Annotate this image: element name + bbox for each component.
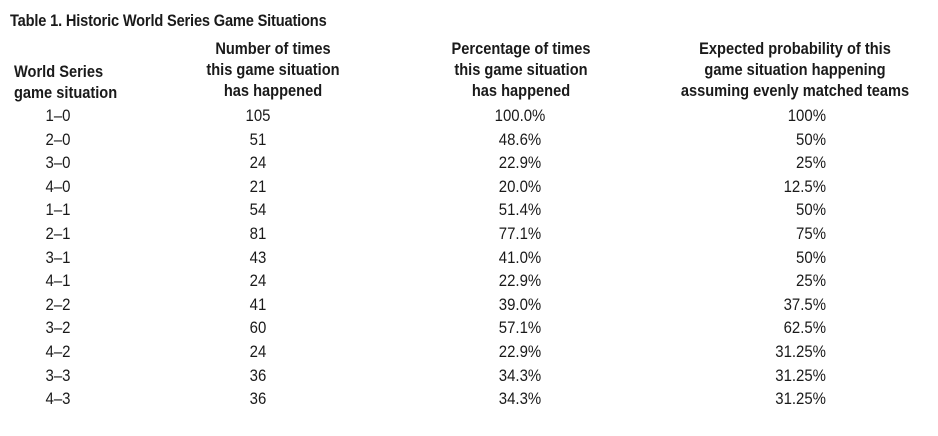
- expected-probability-cell: 25%: [796, 153, 826, 173]
- expected-probability-cell: 100%: [787, 106, 826, 125]
- game-situation-cell: 2–1: [45, 223, 71, 243]
- column-header-line: game situation happening: [704, 60, 886, 79]
- percentage-cell: 39.0%: [498, 294, 542, 314]
- column-header-game-situation: World Series game situation: [14, 61, 117, 103]
- column-header-line: has happened: [223, 81, 323, 100]
- table-row: 2–2 41 39.0% 37.5%: [0, 293, 938, 317]
- table-row: 1–1 54 51.4% 50%: [0, 198, 938, 222]
- times-happened-cell: 60: [249, 318, 267, 338]
- expected-probability-cell: 62.5%: [783, 318, 826, 338]
- percentage-cell: 22.9%: [498, 341, 542, 361]
- column-header-expected-probability: Expected probability of this game situat…: [679, 38, 911, 101]
- column-header-percentage: Percentage of times this game situation …: [424, 38, 618, 101]
- game-situation-cell: 3–1: [45, 247, 71, 267]
- expected-probability-cell: 31.25%: [775, 389, 826, 409]
- column-header-number-of-times: Number of times this game situation has …: [176, 38, 370, 101]
- game-situation-cell: 1–1: [45, 200, 71, 220]
- game-situation-cell: 4–0: [45, 176, 71, 196]
- table-row: 4–0 21 20.0% 12.5%: [0, 175, 938, 199]
- table-body: 1–0 105 100.0% 100% 2–0 51 48.6% 50% 3–0 24 22.9% 2…: [0, 104, 938, 411]
- table-title: Table 1. Historic World Series Game Situ…: [10, 11, 327, 30]
- percentage-cell: 20.0%: [498, 176, 542, 196]
- expected-probability-cell: 25%: [796, 271, 826, 291]
- times-happened-cell: 24: [249, 341, 267, 361]
- column-header-line: has happened: [471, 81, 571, 100]
- percentage-cell: 34.3%: [498, 389, 542, 409]
- times-happened-cell: 54: [249, 200, 267, 220]
- times-happened-cell: 43: [249, 247, 267, 267]
- expected-probability-cell: 12.5%: [783, 176, 826, 196]
- times-happened-cell: 36: [249, 389, 267, 409]
- times-happened-cell: 81: [249, 223, 267, 243]
- percentage-cell: 22.9%: [498, 271, 542, 291]
- game-situation-cell: 4–2: [45, 341, 71, 361]
- column-header-line: game situation: [14, 83, 118, 102]
- game-situation-cell: 3–2: [45, 318, 71, 338]
- expected-probability-cell: 31.25%: [775, 341, 826, 361]
- times-happened-cell: 105: [245, 106, 271, 125]
- column-header-line: World Series: [14, 62, 104, 81]
- expected-probability-cell: 31.25%: [775, 365, 826, 385]
- column-header-line: assuming evenly matched teams: [680, 81, 910, 100]
- game-situation-cell: 1–0: [45, 106, 71, 125]
- percentage-cell: 57.1%: [498, 318, 542, 338]
- column-header-line: Percentage of times: [451, 39, 591, 58]
- percentage-cell: 51.4%: [498, 200, 542, 220]
- game-situation-cell: 2–0: [45, 129, 71, 149]
- table-row: 1–0 105 100.0% 100%: [0, 104, 938, 128]
- expected-probability-cell: 50%: [796, 200, 826, 220]
- column-header-line: Number of times: [215, 39, 331, 58]
- table-row: 3–0 24 22.9% 25%: [0, 151, 938, 175]
- table-row: 4–3 36 34.3% 31.25%: [0, 387, 938, 411]
- times-happened-cell: 36: [249, 365, 267, 385]
- percentage-cell: 100.0%: [494, 106, 546, 125]
- percentage-cell: 34.3%: [498, 365, 542, 385]
- expected-probability-cell: 37.5%: [783, 294, 826, 314]
- percentage-cell: 22.9%: [498, 153, 542, 173]
- game-situation-cell: 3–0: [45, 153, 71, 173]
- expected-probability-cell: 75%: [796, 223, 826, 243]
- percentage-cell: 77.1%: [498, 223, 542, 243]
- table-row: 4–2 24 22.9% 31.25%: [0, 340, 938, 364]
- table-row: 4–1 24 22.9% 25%: [0, 269, 938, 293]
- times-happened-cell: 51: [249, 129, 267, 149]
- table-row: 2–1 81 77.1% 75%: [0, 222, 938, 246]
- game-situation-cell: 4–3: [45, 389, 71, 409]
- table-row: 2–0 51 48.6% 50%: [0, 128, 938, 152]
- times-happened-cell: 24: [249, 153, 267, 173]
- times-happened-cell: 24: [249, 271, 267, 291]
- table-row: 3–3 36 34.3% 31.25%: [0, 364, 938, 388]
- percentage-cell: 41.0%: [498, 247, 542, 267]
- times-happened-cell: 41: [249, 294, 267, 314]
- expected-probability-cell: 50%: [796, 247, 826, 267]
- times-happened-cell: 21: [249, 176, 267, 196]
- column-header-line: Expected probability of this: [699, 39, 891, 58]
- column-header-line: this game situation: [454, 60, 588, 79]
- game-situation-cell: 2–2: [45, 294, 71, 314]
- game-situation-cell: 3–3: [45, 365, 71, 385]
- game-situation-cell: 4–1: [45, 271, 71, 291]
- percentage-cell: 48.6%: [498, 129, 542, 149]
- column-header-line: this game situation: [206, 60, 340, 79]
- table-row: 3–2 60 57.1% 62.5%: [0, 316, 938, 340]
- table-row: 3–1 43 41.0% 50%: [0, 246, 938, 270]
- expected-probability-cell: 50%: [796, 129, 826, 149]
